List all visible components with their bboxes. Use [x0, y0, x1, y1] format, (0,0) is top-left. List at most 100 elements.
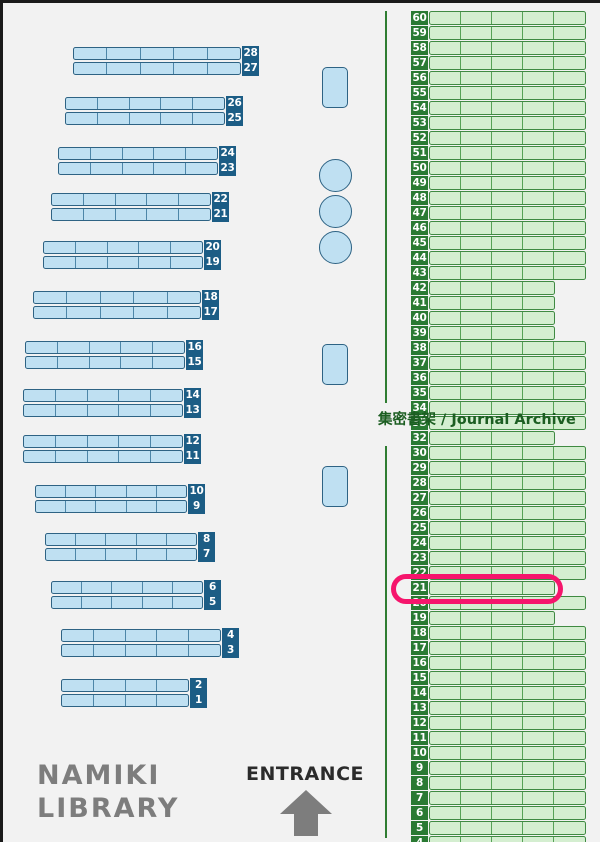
archive-row-10[interactable]: 10 — [387, 746, 595, 760]
archive-number-badge-21[interactable]: 21 — [411, 581, 428, 595]
archive-number-badge-41[interactable]: 41 — [411, 296, 428, 310]
study-desk-3[interactable] — [322, 466, 348, 507]
archive-row-5[interactable]: 5 — [387, 821, 595, 835]
study-desk-1[interactable] — [322, 67, 348, 108]
shelf-number-badge-19[interactable]: 19 — [204, 255, 221, 270]
archive-number-badge-22[interactable]: 22 — [411, 566, 428, 580]
shelf-row-1[interactable]: 1 — [61, 693, 207, 708]
archive-row-27[interactable]: 27 — [387, 491, 595, 505]
shelf-row-18[interactable]: 18 — [33, 290, 219, 305]
archive-row-13[interactable]: 13 — [387, 701, 595, 715]
archive-number-badge-50[interactable]: 50 — [411, 161, 428, 175]
archive-row-44[interactable]: 44 — [387, 251, 595, 265]
archive-number-badge-32[interactable]: 32 — [411, 431, 428, 445]
shelf-row-25[interactable]: 25 — [65, 111, 243, 126]
shelf-number-badge-1[interactable]: 1 — [190, 693, 207, 708]
archive-row-48[interactable]: 48 — [387, 191, 595, 205]
archive-number-badge-17[interactable]: 17 — [411, 641, 428, 655]
shelf-number-badge-8[interactable]: 8 — [198, 532, 215, 547]
round-table-2[interactable] — [319, 195, 352, 228]
archive-number-badge-48[interactable]: 48 — [411, 191, 428, 205]
archive-number-badge-49[interactable]: 49 — [411, 176, 428, 190]
archive-row-35[interactable]: 35 — [387, 386, 595, 400]
archive-number-badge-40[interactable]: 40 — [411, 311, 428, 325]
shelf-row-15[interactable]: 15 — [25, 355, 203, 370]
archive-row-18[interactable]: 18 — [387, 626, 595, 640]
shelf-number-badge-18[interactable]: 18 — [202, 290, 219, 305]
archive-row-14[interactable]: 14 — [387, 686, 595, 700]
archive-row-50[interactable]: 50 — [387, 161, 595, 175]
shelf-row-21[interactable]: 21 — [51, 207, 229, 222]
archive-number-badge-39[interactable]: 39 — [411, 326, 428, 340]
shelf-row-24[interactable]: 24 — [58, 146, 236, 161]
archive-number-badge-23[interactable]: 23 — [411, 551, 428, 565]
shelf-number-badge-5[interactable]: 5 — [204, 595, 221, 610]
shelf-number-badge-28[interactable]: 28 — [242, 46, 259, 61]
shelf-row-13[interactable]: 13 — [23, 403, 201, 418]
archive-row-28[interactable]: 28 — [387, 476, 595, 490]
shelf-number-badge-21[interactable]: 21 — [212, 207, 229, 222]
archive-row-19[interactable]: 19 — [387, 611, 595, 625]
shelf-number-badge-9[interactable]: 9 — [188, 499, 205, 514]
archive-row-9[interactable]: 9 — [387, 761, 595, 775]
archive-number-badge-52[interactable]: 52 — [411, 131, 428, 145]
archive-row-45[interactable]: 45 — [387, 236, 595, 250]
shelf-row-12[interactable]: 12 — [23, 434, 201, 449]
archive-number-badge-8[interactable]: 8 — [411, 776, 428, 790]
shelf-row-28[interactable]: 28 — [73, 46, 259, 61]
shelf-number-badge-12[interactable]: 12 — [184, 434, 201, 449]
archive-row-29[interactable]: 29 — [387, 461, 595, 475]
shelf-row-20[interactable]: 20 — [43, 240, 221, 255]
shelf-row-8[interactable]: 8 — [45, 532, 215, 547]
shelf-number-badge-3[interactable]: 3 — [222, 643, 239, 658]
archive-row-37[interactable]: 37 — [387, 356, 595, 370]
archive-row-60[interactable]: 60 — [387, 11, 595, 25]
archive-row-56[interactable]: 56 — [387, 71, 595, 85]
shelf-number-badge-4[interactable]: 4 — [222, 628, 239, 643]
shelf-number-badge-6[interactable]: 6 — [204, 580, 221, 595]
archive-number-badge-11[interactable]: 11 — [411, 731, 428, 745]
archive-number-badge-60[interactable]: 60 — [411, 11, 428, 25]
shelf-number-badge-23[interactable]: 23 — [219, 161, 236, 176]
archive-number-badge-25[interactable]: 25 — [411, 521, 428, 535]
archive-row-58[interactable]: 58 — [387, 41, 595, 55]
archive-row-8[interactable]: 8 — [387, 776, 595, 790]
archive-number-badge-12[interactable]: 12 — [411, 716, 428, 730]
shelf-number-badge-24[interactable]: 24 — [219, 146, 236, 161]
archive-row-54[interactable]: 54 — [387, 101, 595, 115]
archive-row-51[interactable]: 51 — [387, 146, 595, 160]
archive-number-badge-47[interactable]: 47 — [411, 206, 428, 220]
shelf-row-4[interactable]: 4 — [61, 628, 239, 643]
archive-number-badge-53[interactable]: 53 — [411, 116, 428, 130]
archive-number-badge-28[interactable]: 28 — [411, 476, 428, 490]
archive-row-32[interactable]: 32 — [387, 431, 595, 445]
archive-row-52[interactable]: 52 — [387, 131, 595, 145]
shelf-number-badge-22[interactable]: 22 — [212, 192, 229, 207]
archive-number-badge-34[interactable]: 34 — [411, 401, 428, 415]
shelf-row-7[interactable]: 7 — [45, 547, 215, 562]
archive-row-57[interactable]: 57 — [387, 56, 595, 70]
shelf-row-11[interactable]: 11 — [23, 449, 201, 464]
archive-number-badge-42[interactable]: 42 — [411, 281, 428, 295]
shelf-row-6[interactable]: 6 — [51, 580, 221, 595]
shelf-row-23[interactable]: 23 — [58, 161, 236, 176]
shelf-number-badge-20[interactable]: 20 — [204, 240, 221, 255]
archive-number-badge-59[interactable]: 59 — [411, 26, 428, 40]
archive-row-42[interactable]: 42 — [387, 281, 595, 295]
archive-row-30[interactable]: 30 — [387, 446, 595, 460]
archive-row-59[interactable]: 59 — [387, 26, 595, 40]
shelf-number-badge-27[interactable]: 27 — [242, 61, 259, 76]
archive-number-badge-18[interactable]: 18 — [411, 626, 428, 640]
shelf-number-badge-26[interactable]: 26 — [226, 96, 243, 111]
archive-number-badge-24[interactable]: 24 — [411, 536, 428, 550]
archive-number-badge-14[interactable]: 14 — [411, 686, 428, 700]
shelf-row-9[interactable]: 9 — [35, 499, 205, 514]
archive-row-25[interactable]: 25 — [387, 521, 595, 535]
shelf-row-19[interactable]: 19 — [43, 255, 221, 270]
round-table-1[interactable] — [319, 159, 352, 192]
archive-row-36[interactable]: 36 — [387, 371, 595, 385]
archive-row-55[interactable]: 55 — [387, 86, 595, 100]
shelf-number-badge-17[interactable]: 17 — [202, 305, 219, 320]
shelf-number-badge-10[interactable]: 10 — [188, 484, 205, 499]
archive-number-badge-30[interactable]: 30 — [411, 446, 428, 460]
